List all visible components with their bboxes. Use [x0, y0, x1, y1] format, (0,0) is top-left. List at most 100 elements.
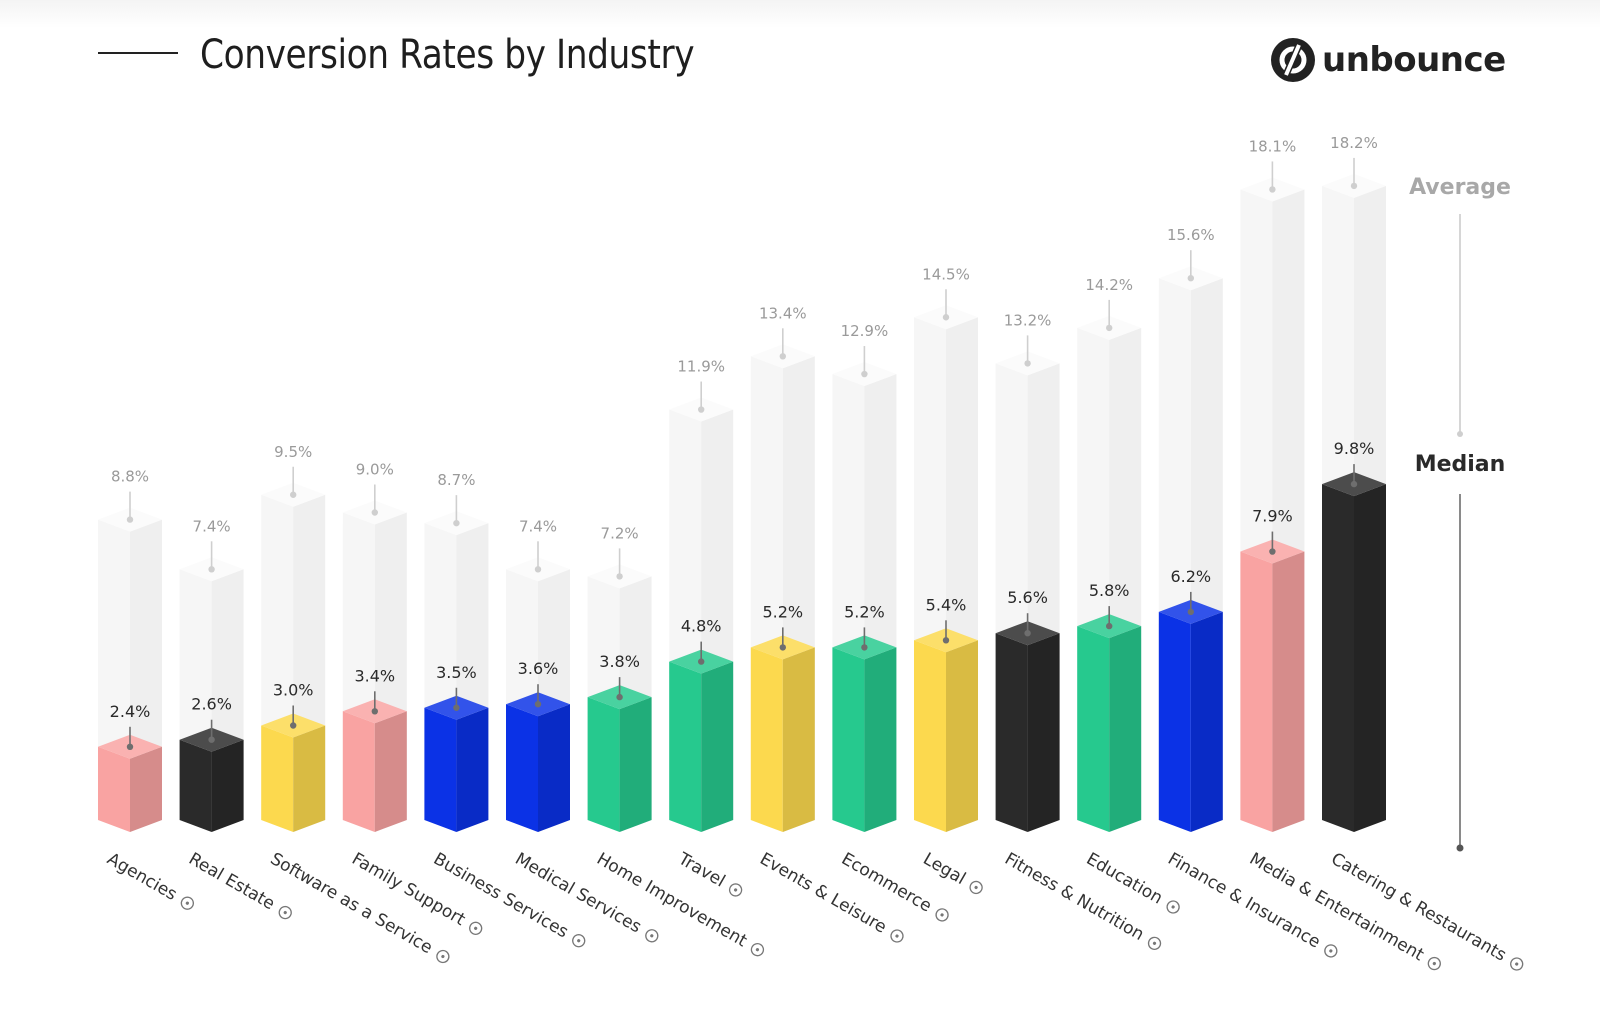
- pointer-dot: [1187, 608, 1195, 616]
- pointer-dot: [371, 509, 378, 516]
- pointer-dot: [861, 370, 868, 378]
- legend-median-label: Median: [1415, 452, 1506, 477]
- median-value-label: 3.0%: [273, 681, 314, 700]
- median-value-label: 4.8%: [681, 617, 722, 636]
- average-value-label: 15.6%: [1167, 226, 1215, 244]
- median-bar: [587, 685, 652, 832]
- pointer-dot: [290, 722, 297, 729]
- average-value-label: 9.5%: [274, 443, 312, 461]
- category-label: Agencies: [104, 849, 181, 905]
- legend-average-dot: [1457, 431, 1463, 437]
- median-bar: [914, 628, 978, 832]
- pointer-dot: [453, 519, 460, 527]
- pointer-dot: [942, 314, 950, 321]
- category-label-group: Agencies: [104, 849, 194, 910]
- cart-icon: [935, 908, 949, 922]
- pointer-dot: [126, 743, 134, 750]
- median-value-label: 5.2%: [762, 602, 803, 621]
- median-bar: [1158, 599, 1223, 832]
- airplane-icon: [728, 883, 743, 897]
- pointer-dot: [616, 573, 623, 580]
- category-label: Legal: [920, 849, 969, 889]
- median-value-label: 3.4%: [354, 666, 395, 685]
- average-value-label: 11.9%: [677, 358, 725, 376]
- family-icon: [469, 921, 483, 935]
- median-bar: [424, 695, 489, 832]
- average-value-label: 13.4%: [759, 304, 807, 322]
- book-icon: [1166, 900, 1180, 914]
- pointer-dot: [1269, 548, 1276, 555]
- median-bar: [342, 699, 407, 832]
- median-value-label: 5.4%: [926, 595, 967, 614]
- category-label: Fitness & Nutrition: [1001, 849, 1147, 945]
- category-label-group: Legal: [920, 849, 983, 895]
- average-value-label: 8.8%: [111, 468, 149, 486]
- median-bar: [832, 635, 897, 832]
- average-value-label: 14.2%: [1085, 276, 1133, 294]
- pointer-dot: [779, 644, 786, 651]
- median-value-label: 2.6%: [191, 695, 232, 714]
- median-value-label: 6.2%: [1170, 567, 1211, 586]
- median-bar: [1077, 614, 1142, 832]
- category-label-group: Business Services: [430, 849, 586, 948]
- average-value-label: 7.4%: [193, 517, 231, 535]
- average-value-label: 14.5%: [922, 265, 970, 283]
- pointer-dot: [942, 637, 950, 644]
- legend-average-label: Average: [1409, 175, 1511, 200]
- pointer-dot: [371, 708, 378, 715]
- category-label-group: Events & Leisure: [756, 849, 904, 943]
- gear-icon: [436, 949, 450, 964]
- average-value-label: 18.2%: [1330, 134, 1378, 152]
- house-icon: [278, 905, 292, 920]
- category-label-group: Travel: [674, 849, 743, 897]
- play-icon: [1427, 956, 1441, 971]
- median-bar: [98, 734, 162, 832]
- calendar-icon: [890, 929, 904, 943]
- pointer-dot: [534, 701, 542, 708]
- unbounce-logo-icon: [1271, 38, 1315, 82]
- category-label-group: Medical Services: [512, 849, 659, 943]
- pointer-dot: [616, 693, 623, 701]
- median-value-label: 7.9%: [1252, 507, 1293, 526]
- median-bar: [1240, 539, 1305, 832]
- megaphone-icon: [180, 896, 194, 910]
- eye-icon: [750, 943, 765, 957]
- pointer-dot: [1106, 622, 1113, 630]
- footprints-icon: [1147, 936, 1162, 951]
- pointer-dot: [1024, 360, 1031, 367]
- chart-title: Conversion Rates by Industry: [200, 32, 695, 78]
- median-value-label: 5.2%: [844, 602, 885, 621]
- cookie-icon: [1510, 957, 1524, 971]
- median-bar: [261, 713, 326, 832]
- median-value-label: 5.6%: [1007, 588, 1048, 607]
- pointer-dot: [290, 491, 297, 498]
- median-value-label: 2.4%: [110, 702, 151, 721]
- category-label: Business Services: [430, 849, 572, 942]
- average-value-label: 12.9%: [841, 322, 889, 340]
- pointer-dot: [1350, 182, 1358, 190]
- median-value-label: 3.6%: [518, 659, 559, 678]
- category-label: Home Improvement: [593, 849, 750, 951]
- average-value-label: 7.4%: [519, 517, 557, 535]
- median-bar: [669, 649, 734, 832]
- category-label: Real Estate: [185, 849, 278, 914]
- pointer-dot: [534, 566, 542, 573]
- legend: Average Median: [1409, 175, 1511, 852]
- average-value-label: 7.2%: [601, 524, 639, 542]
- pointer-dot: [698, 406, 705, 413]
- average-value-label: 8.7%: [437, 471, 475, 489]
- average-value-label: 9.0%: [356, 461, 394, 479]
- pointer-dot: [861, 644, 868, 651]
- value-labels: 8.8% 2.4% 7.4% 2.6% 9.5% 3.0% 9.0% 3.4% 8.7% 3.5%…: [110, 134, 1378, 750]
- category-label: Finance & Insurance: [1164, 849, 1323, 953]
- pointer-dot: [1350, 480, 1358, 488]
- pointer-dot: [453, 704, 460, 711]
- category-label: Travel: [674, 849, 729, 892]
- median-bar: [506, 692, 570, 832]
- legend-median-dot: [1456, 844, 1464, 852]
- dollar-icon: [1324, 944, 1338, 958]
- average-value-label: 18.1%: [1249, 137, 1297, 155]
- median-bar: [995, 621, 1060, 832]
